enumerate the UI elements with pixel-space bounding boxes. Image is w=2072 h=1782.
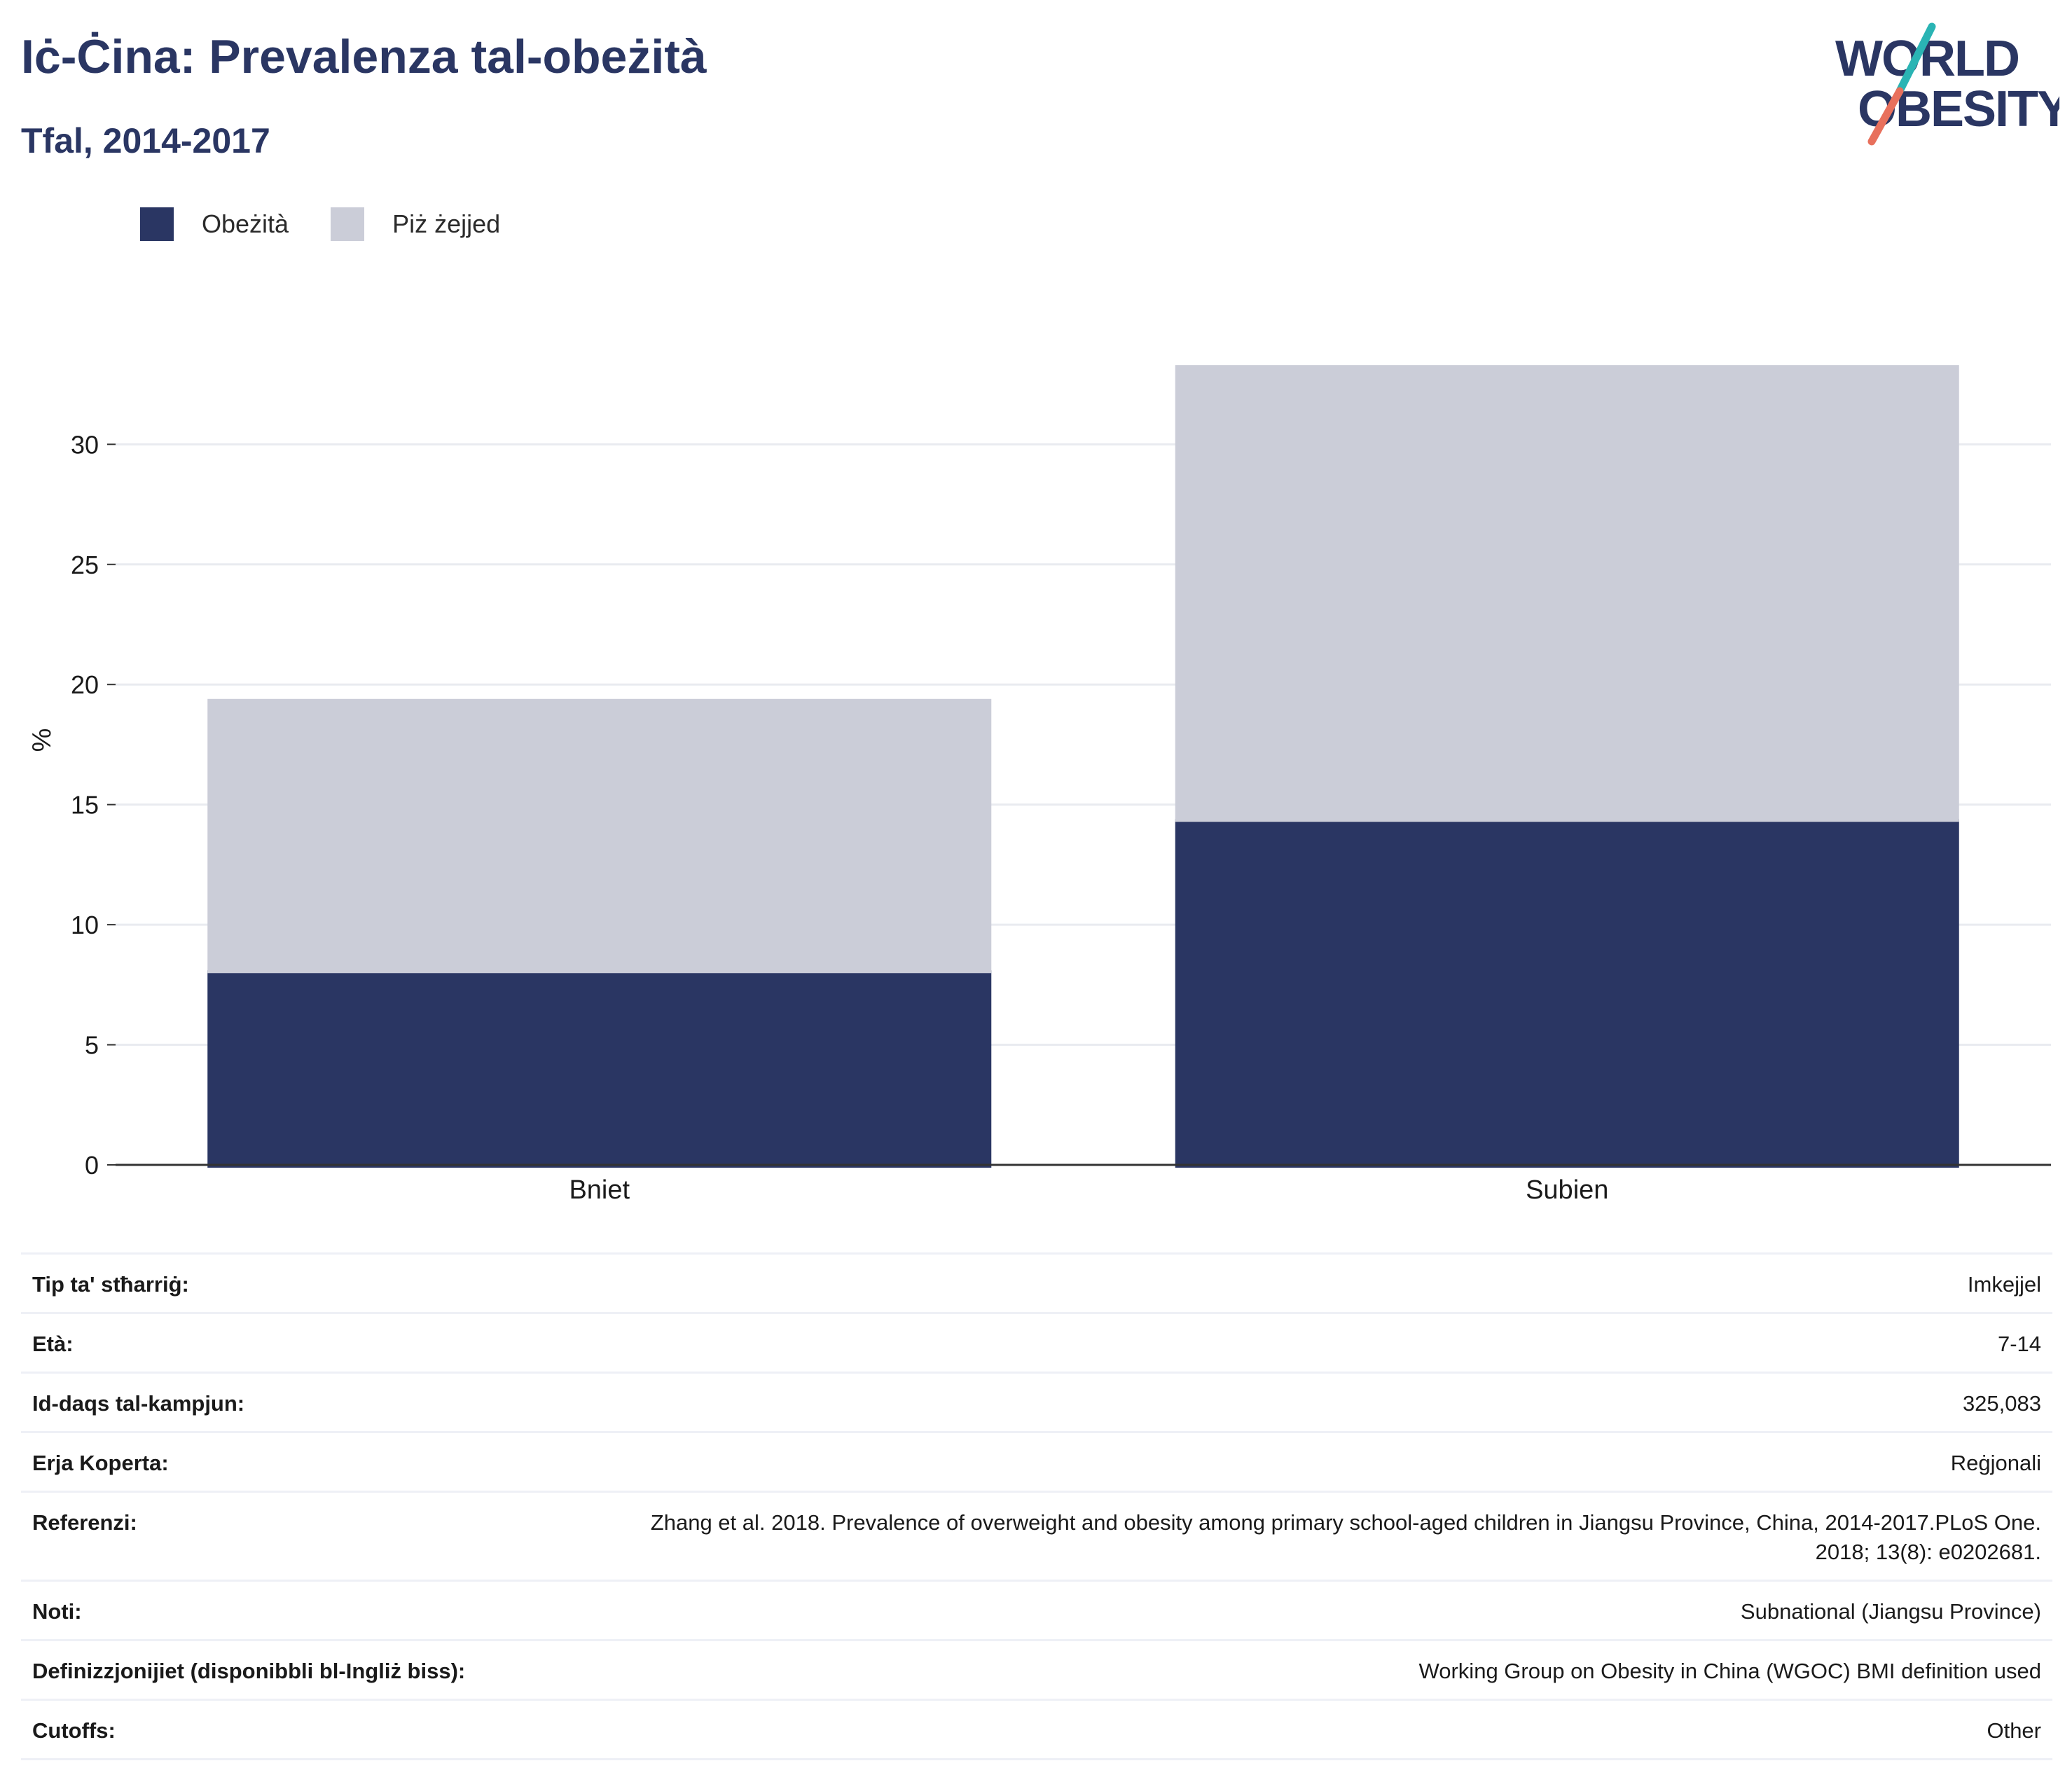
- table-row: Cutoffs: Other: [21, 1699, 2052, 1760]
- row-value: Other: [1987, 1718, 2041, 1743]
- legend-swatch-overweight: [331, 207, 365, 241]
- row-value: Working Group on Obesity in China (WGOC)…: [1418, 1659, 2041, 1683]
- bar-chart: 0 5 10 15 20 25 30% Bniet Subien: [27, 365, 2051, 1205]
- table-row: Noti: Subnational (Jiangsu Province): [21, 1580, 2052, 1641]
- row-label: Cutoffs:: [32, 1718, 116, 1743]
- table-row: Definizzjonijiet (disponibbli bl-Ingliż …: [21, 1640, 2052, 1700]
- row-label: Tip ta' stħarriġ:: [32, 1272, 189, 1297]
- legend-label-overweight: Piż żejjed: [392, 209, 501, 238]
- table-row: Erja Koperta: Reġjonali: [21, 1432, 2052, 1492]
- row-value: Subnational (Jiangsu Province): [1740, 1599, 2041, 1624]
- survey-info-table: Tip ta' stħarriġ: Imkejjel Età: 7-14 Id-…: [21, 1252, 2052, 1760]
- row-value: 325,083: [1962, 1391, 2041, 1416]
- y-tick-label: 20: [71, 670, 99, 699]
- legend-label-obesity: Obeżità: [202, 209, 289, 238]
- x-tick-label: Subien: [1526, 1175, 1608, 1205]
- y-tick-label: 10: [71, 911, 99, 939]
- legend-item-overweight[interactable]: Piż żejjed: [331, 207, 500, 241]
- table-row: Referenzi: Zhang et al. 2018. Prevalence…: [21, 1491, 2052, 1581]
- logo-slash-top: [1895, 22, 1936, 95]
- y-tick-label: 0: [85, 1151, 99, 1180]
- y-tick-label: 15: [71, 791, 99, 820]
- legend-swatch-obesity: [140, 207, 174, 241]
- y-tick-label: 30: [71, 430, 99, 459]
- table-row: Età: 7-14: [21, 1313, 2052, 1373]
- y-axis-label: %: [27, 728, 57, 752]
- y-tick-label: 25: [71, 551, 99, 579]
- table-row: Id-daqs tal-kampjun: 325,083: [21, 1372, 2052, 1432]
- page-title: Iċ-Ċina: Prevalenza tal-obeżità: [21, 30, 707, 83]
- row-value: Imkejjel: [1967, 1272, 2041, 1297]
- row-label: Definizzjonijiet (disponibbli bl-Ingliż …: [32, 1659, 466, 1683]
- page-subtitle: Tfal, 2014-2017: [21, 121, 270, 160]
- row-label: Noti:: [32, 1599, 82, 1624]
- row-label: Erja Koperta:: [32, 1451, 169, 1475]
- row-value: 7-14: [1997, 1332, 2041, 1356]
- legend-item-obesity[interactable]: Obeżità: [140, 207, 289, 241]
- table-row: Tip ta' stħarriġ: Imkejjel: [21, 1253, 2052, 1313]
- chart-legend: Obeżità Piż żejjed: [140, 207, 542, 241]
- row-value: Zhang et al. 2018. Prevalence of overwei…: [548, 1492, 2052, 1581]
- row-label: Età:: [32, 1332, 74, 1356]
- row-label: Referenzi:: [32, 1510, 137, 1535]
- row-value: Reġjonali: [1950, 1451, 2041, 1475]
- world-obesity-logo: WORLD OBESITY: [1835, 22, 2059, 146]
- x-tick-label: Bniet: [569, 1175, 630, 1205]
- logo-slash-bottom: [1867, 87, 1904, 146]
- bar-overweight: [207, 698, 992, 974]
- reference-text[interactable]: Zhang et al. 2018. Prevalence of overwei…: [650, 1510, 2041, 1564]
- bar-obesity: [1175, 819, 1959, 1168]
- y-tick-label: 5: [85, 1031, 99, 1060]
- bar-obesity: [207, 970, 992, 1168]
- row-label: Id-daqs tal-kampjun:: [32, 1391, 245, 1416]
- bar-overweight: [1175, 365, 1959, 822]
